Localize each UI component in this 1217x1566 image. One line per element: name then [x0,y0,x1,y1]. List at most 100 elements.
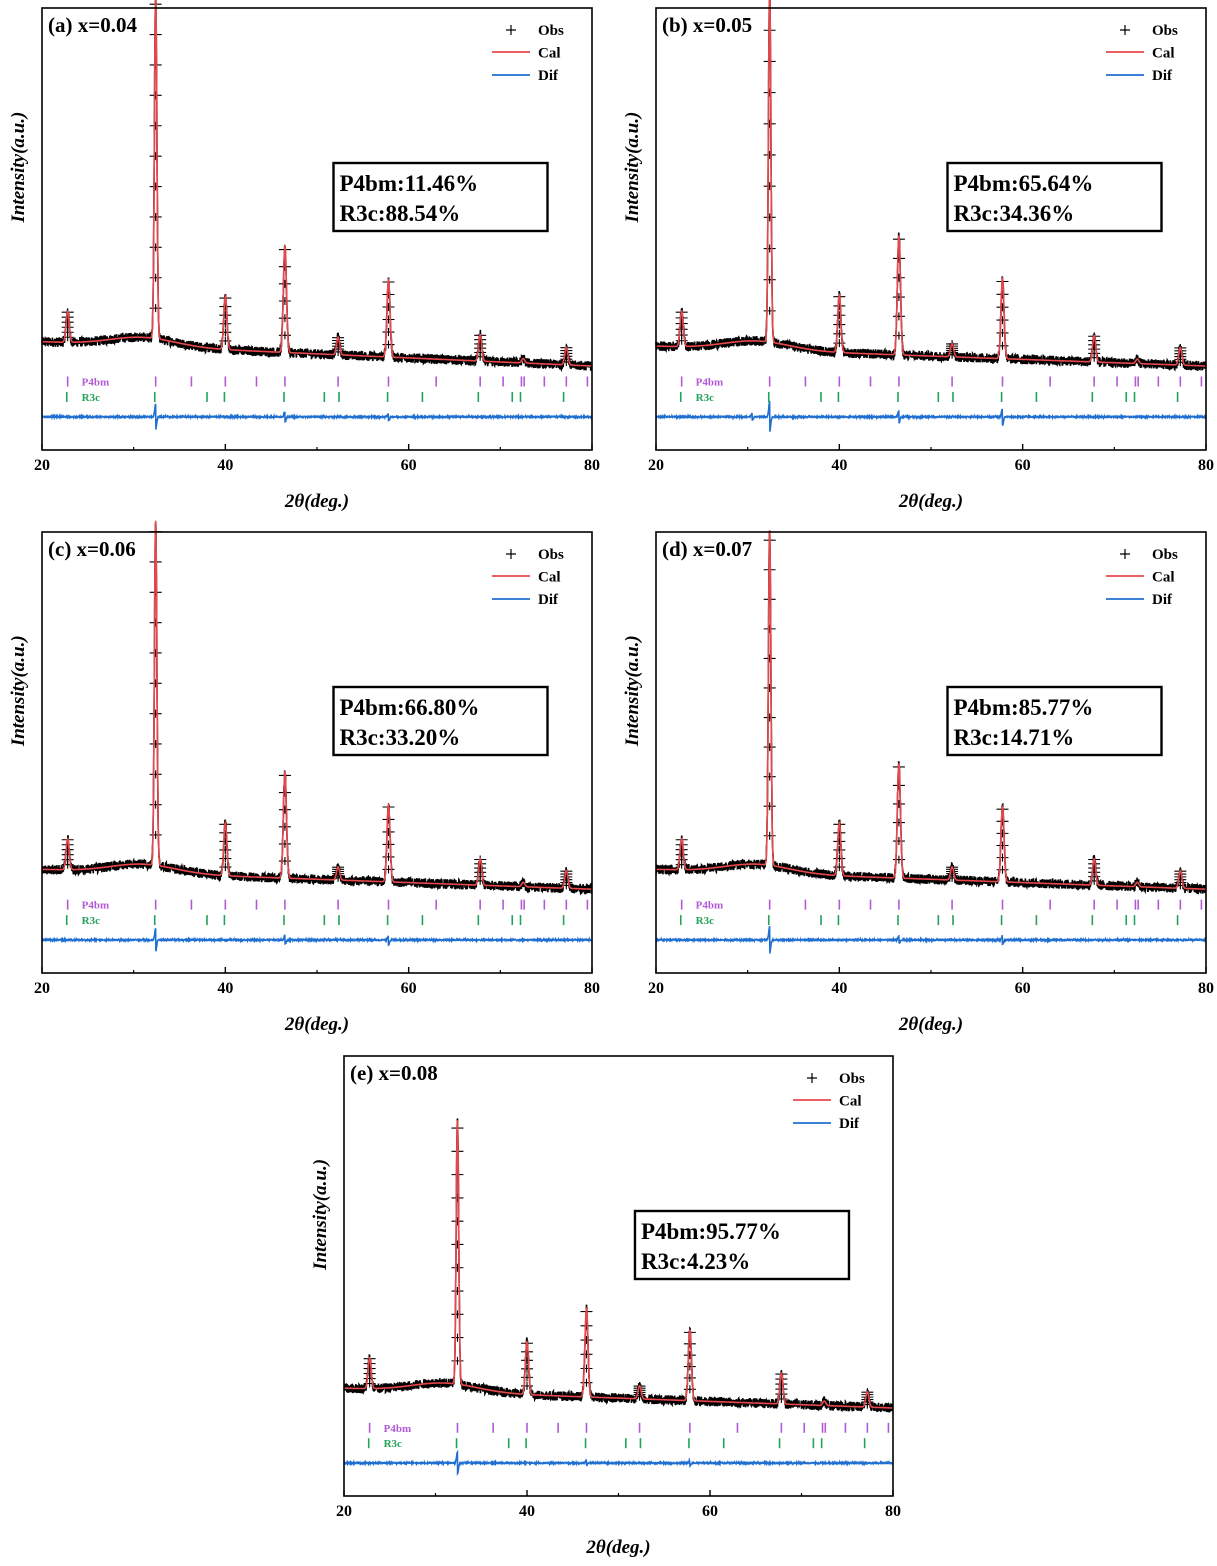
phase-fraction-p4bm: P4bm:66.80% [340,695,480,720]
obs-marker [996,290,1009,299]
obs-marker [149,121,162,130]
obs-marker [996,303,1009,312]
obs-marker [580,1378,593,1387]
obs-marker [149,739,162,748]
y-axis-title: Intensity(a.u.) [8,635,29,747]
x-axis-title: 2θ(deg.) [284,1014,349,1035]
obs-marker [892,837,905,846]
r3c-phase-label: R3c [82,915,100,927]
obs-marker [219,311,232,320]
x-tick-label: 20 [648,457,664,474]
legend-obs-symbol [807,1073,817,1083]
obs-marker [892,781,905,790]
xrd-panel: P4bm R3c 20 40 60 80 2θ(deg.) Intensity(a.u.) (b… [622,0,1214,512]
legend-entry: Cal [1152,570,1175,586]
obs-marker [763,772,776,781]
obs-marker [763,595,776,604]
obs-marker [763,150,776,159]
x-tick-label: 40 [519,1503,535,1520]
obs-marker [149,800,162,809]
obs-marker [149,830,162,839]
obs-marker [996,853,1009,862]
difference-curve [655,925,1207,954]
obs-marker [521,1347,533,1356]
legend-entry: Dif [538,68,559,84]
obs-marker [763,306,776,315]
x-tick-label: 80 [584,980,600,997]
x-tick-label: 80 [584,457,600,474]
obs-marker [278,822,291,831]
panel-label: (e) x=0.08 [350,1061,438,1085]
obs-marker [521,1373,533,1382]
legend-obs-symbol [506,25,516,35]
difference-curve [41,403,593,430]
obs-marker [763,213,776,222]
xrd-panel: P4bm R3c 20 40 60 80 2θ(deg.) Intensity(a.u.) (c… [8,520,600,1035]
obs-marker [580,1364,593,1373]
panel-label: (a) x=0.04 [48,13,137,37]
observed-trace [343,1118,894,1413]
x-tick-label: 20 [648,980,664,997]
obs-marker [763,244,776,253]
obs-marker [219,837,232,846]
obs-marker [763,57,776,66]
legend-entry: Obs [538,23,564,39]
obs-marker [451,1240,464,1249]
obs-marker [763,624,776,633]
obs-marker [763,654,776,663]
obs-marker [219,863,232,872]
x-tick-label: 40 [217,980,233,997]
r3c-phase-label: R3c [82,392,100,404]
obs-marker [996,841,1009,850]
x-tick-label: 20 [34,980,50,997]
obs-marker [451,1356,464,1365]
obs-marker [521,1356,533,1365]
obs-marker [149,273,162,282]
x-axis-title: 2θ(deg.) [898,1014,963,1035]
phase-fraction-r3c: R3c:14.71% [954,725,1075,750]
legend-entry: Cal [1152,46,1175,62]
obs-marker [382,290,395,299]
obs-marker [219,336,232,345]
obs-marker [149,770,162,779]
obs-marker [580,1336,593,1345]
x-axis-title: 2θ(deg.) [284,491,349,512]
obs-marker [996,817,1009,826]
obs-marker [278,839,291,848]
obs-marker [763,802,776,811]
obs-marker [451,1170,464,1179]
obs-marker [683,1351,696,1360]
legend-entry: Obs [1152,547,1178,563]
obs-marker [683,1373,696,1382]
y-axis-title: Intensity(a.u.) [310,1159,331,1271]
obs-marker [833,854,846,863]
r3c-phase-label: R3c [384,1438,402,1450]
x-tick-label: 40 [831,980,847,997]
obs-marker [892,799,905,808]
x-axis-title: 2θ(deg.) [585,1537,650,1558]
phase-fraction-box [633,1209,851,1281]
obs-marker [763,182,776,191]
obs-marker [149,709,162,718]
legend-entry: Cal [538,46,561,62]
obs-marker [521,1364,533,1373]
difference-curve [343,1449,894,1477]
obs-marker [763,831,776,840]
phase-fraction-p4bm: P4bm:85.77% [954,695,1094,720]
obs-marker [278,279,291,288]
phase-fraction-r3c: R3c:33.20% [340,725,461,750]
obs-marker [580,1350,593,1359]
obs-marker [580,1321,593,1330]
obs-marker [382,852,395,861]
legend-entry: Cal [538,570,561,586]
obs-marker [451,1310,464,1319]
phase-fraction-box [332,685,549,757]
phase-fraction-r3c: R3c:88.54% [340,201,461,226]
x-tick-label: 80 [1198,980,1214,997]
obs-marker [833,311,846,320]
obs-marker [149,60,162,69]
legend-entry: Dif [1152,68,1173,84]
phase-fraction-p4bm: P4bm:11.46% [340,171,479,196]
calculated-curve [656,0,1206,367]
obs-marker [149,152,162,161]
